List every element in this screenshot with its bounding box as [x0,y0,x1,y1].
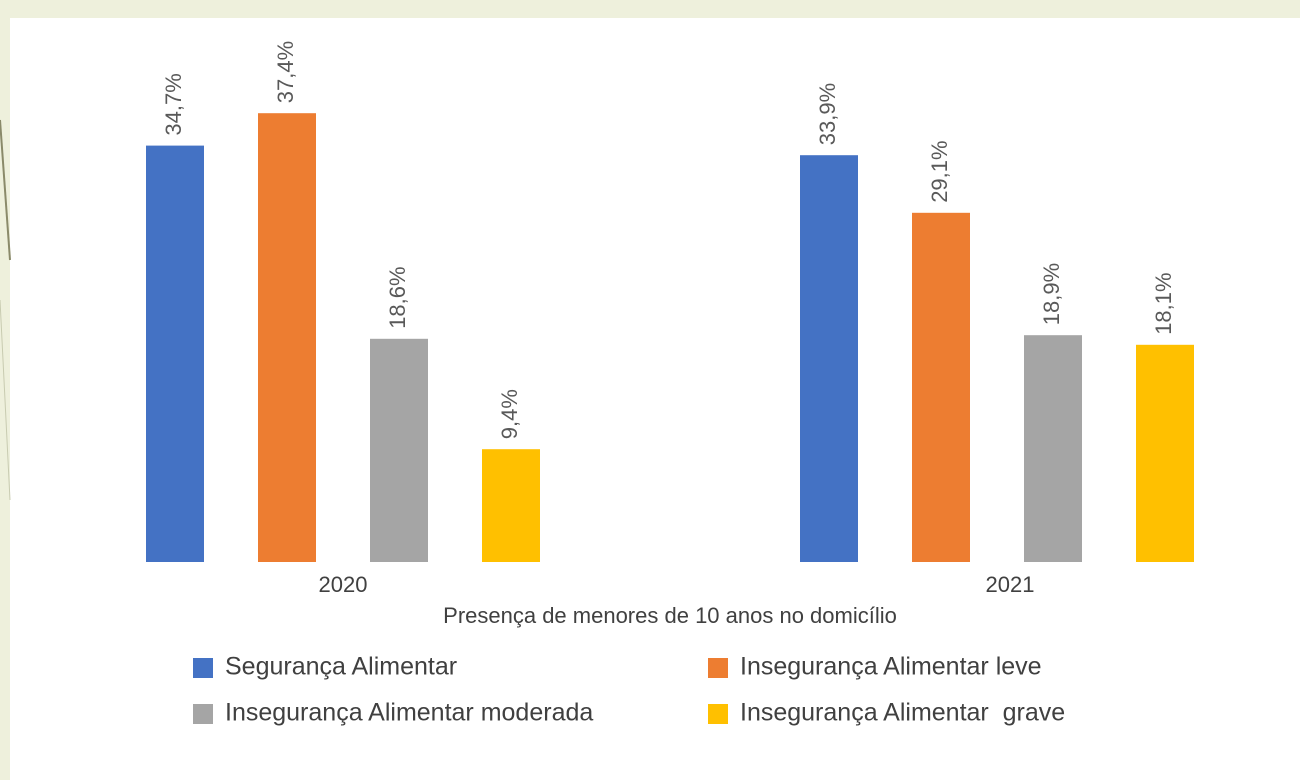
legend-swatch [708,658,728,678]
value-label: 29,1% [927,140,952,202]
x-tick-label: 2020 [319,572,368,597]
legend-swatch [193,704,213,724]
legend-label: Insegurança Alimentar moderada [225,699,593,727]
value-label: 9,4% [497,389,522,439]
legend-swatch [708,704,728,724]
legend-label: Segurança Alimentar [225,653,457,681]
chart-area [10,18,1300,780]
bar [258,113,316,562]
value-label: 34,7% [161,73,186,135]
legend-swatch [193,658,213,678]
decoration [0,119,11,261]
bar [1024,335,1082,562]
value-label: 18,9% [1039,263,1064,325]
decoration [0,299,11,501]
legend-label: Insegurança Alimentar grave [740,699,1065,727]
legend-label: Insegurança Alimentar leve [740,653,1042,681]
bar [912,212,970,563]
x-tick-label: 2021 [986,572,1035,597]
bar [370,338,428,562]
value-label: 18,1% [1151,272,1176,334]
bar [800,155,858,562]
bar [146,145,204,562]
value-label: 33,9% [815,83,840,145]
bar [1136,344,1194,562]
x-axis-title: Presença de menores de 10 anos no domicí… [443,603,897,628]
value-label: 18,6% [385,266,410,328]
bar [482,449,540,562]
value-label: 37,4% [273,41,298,103]
